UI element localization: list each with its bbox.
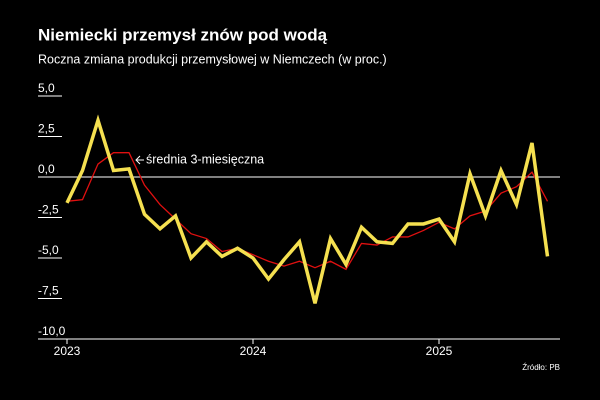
x-tick-label: 2024 [240,344,267,358]
annotation: średnia 3-miesięczna [146,152,264,166]
y-tick-label: -10,0 [38,324,66,338]
x-tick-label: 2025 [426,344,453,358]
y-tick-label: -5,0 [38,243,59,257]
y-tick-label: -2,5 [38,203,59,217]
line-series [66,152,549,271]
chart-subtitle: Roczna zmiana produkcji przemysłowej w N… [38,52,387,66]
annotation-arrow [135,155,144,165]
x-tick-label: 2023 [54,344,81,358]
y-tick-label: 2,5 [38,122,55,136]
y-tick-label: 0,0 [38,162,55,176]
y-tick-label: -7,5 [38,284,59,298]
y-tick-label: 5,0 [38,81,55,95]
line-series [65,114,550,304]
source: Źródło: PB [522,363,560,372]
chart-title: Niemiecki przemysł znów pod wodą [38,25,328,44]
